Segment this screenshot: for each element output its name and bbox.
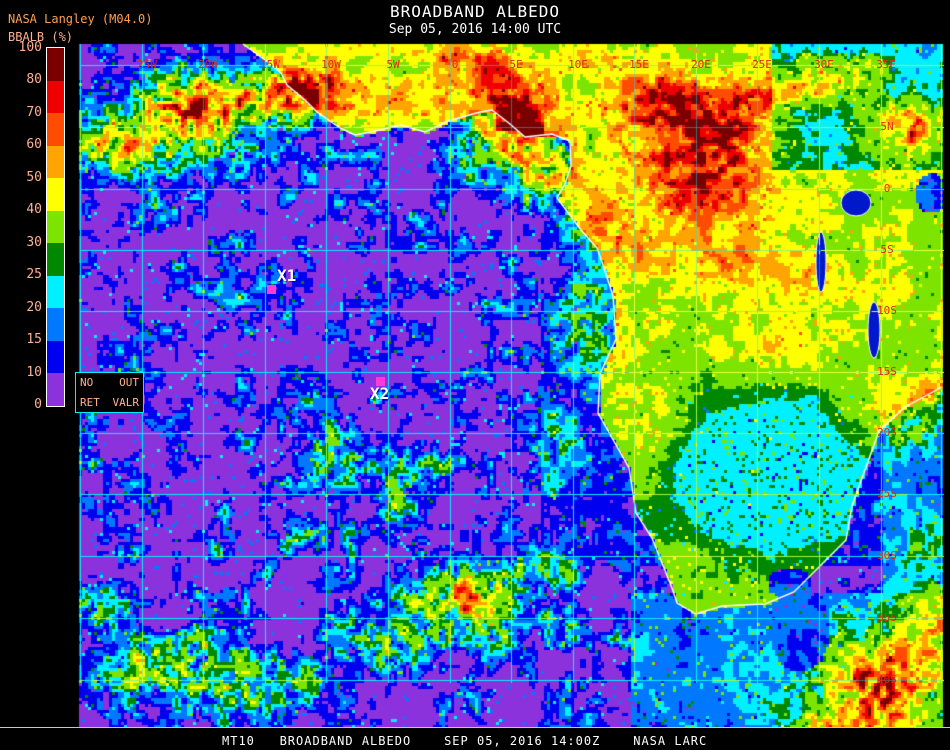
longitude-label: 10E (568, 58, 588, 71)
latitude-label: 5N (880, 120, 894, 133)
colorbar-segment (47, 308, 64, 341)
albedo-map-canvas (75, 40, 944, 727)
longitude-label: 5W (386, 58, 400, 71)
longitude-label: 30E (814, 58, 834, 71)
target-marker-label: X2 (370, 384, 390, 403)
colorbar-segment (47, 373, 64, 406)
retrieval-flag-legend: NO OUT RET VALR (75, 372, 144, 413)
colorbar-title: BBALB (%) (8, 30, 74, 44)
latitude-label: 0 (883, 182, 891, 195)
longitude-label: 20W (198, 58, 218, 71)
flag-no: NO (80, 376, 94, 389)
colorbar-segment (47, 48, 64, 81)
latitude-label: 35S (877, 611, 897, 624)
colorbar-tick: 80 (26, 72, 42, 87)
flag-out: OUT (119, 376, 139, 389)
colorbar-segment (47, 145, 64, 178)
latitude-label: 30S (877, 549, 897, 562)
colorbar (46, 47, 65, 407)
colorbar-tick: 10 (26, 364, 42, 380)
target-marker-dot (267, 285, 276, 294)
longitude-label: 10W (321, 58, 341, 71)
longitude-label: 35E (876, 58, 896, 71)
colorbar-segment (47, 113, 64, 146)
latitude-label: 40S (877, 673, 897, 686)
target-marker-label: X1 (277, 266, 297, 285)
longitude-label: 15E (629, 58, 649, 71)
longitude-label: 20E (691, 58, 711, 71)
header: BROADBAND ALBEDO Sep 05, 2016 14:00 UTC (0, 2, 950, 37)
colorbar-segment (47, 243, 64, 276)
longitude-label: 15W (260, 58, 280, 71)
flag-valr: VALR (112, 396, 140, 409)
longitude-label: 25W (137, 58, 157, 71)
longitude-label: 25E (752, 58, 772, 71)
colorbar-tick: 50 (26, 169, 42, 185)
colorbar-tick: 100 (18, 39, 42, 55)
colorbar-tick: 60 (26, 137, 42, 152)
latitude-label: 10S (877, 304, 897, 317)
colorbar-tick: 25 (26, 267, 42, 282)
colorbar-segment (47, 340, 64, 373)
page-title: BROADBAND ALBEDO (389, 2, 561, 21)
latitude-label: 20S (877, 426, 897, 439)
longitude-label: 0 (451, 58, 459, 71)
footer-bar: MT10 BROADBAND ALBEDO SEP 05, 2016 14:00… (0, 727, 950, 750)
latitude-label: 25S (877, 487, 897, 500)
colorbar-tick: 70 (26, 104, 42, 120)
colorbar-tick: 0 (34, 397, 42, 412)
footer-product-line: MT10 BROADBAND ALBEDO SEP 05, 2016 14:00… (222, 734, 708, 748)
flag-ret: RET (80, 396, 100, 409)
latitude-label: 5S (880, 243, 894, 256)
colorbar-segment (47, 178, 64, 211)
colorbar-tick: 40 (26, 202, 42, 217)
target-marker-dot (376, 377, 385, 386)
latitude-label: 15S (877, 365, 897, 378)
colorbar-tick: 20 (26, 299, 42, 315)
colorbar-segment (47, 210, 64, 243)
colorbar-segment (47, 275, 64, 308)
colorbar-tick: 15 (26, 332, 42, 347)
timestamp-subtitle: Sep 05, 2016 14:00 UTC (388, 22, 562, 37)
source-label: NASA Langley (M04.0) (8, 12, 153, 26)
colorbar-tick: 30 (26, 234, 42, 250)
longitude-label: 5E (509, 58, 523, 71)
colorbar-segment (47, 80, 64, 113)
